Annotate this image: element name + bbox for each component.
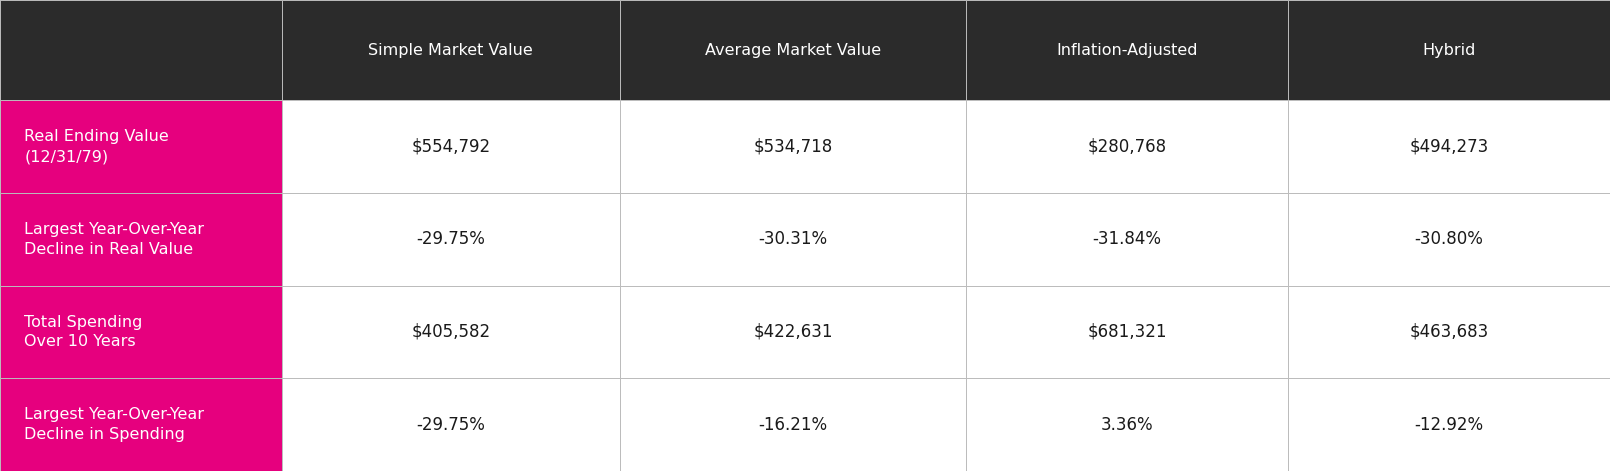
Bar: [966, 193, 1288, 285]
Text: $494,273: $494,273: [1409, 138, 1489, 155]
Text: Average Market Value: Average Market Value: [705, 43, 881, 57]
Text: Largest Year-Over-Year
Decline in Real Value: Largest Year-Over-Year Decline in Real V…: [24, 222, 204, 257]
Text: Simple Market Value: Simple Market Value: [369, 43, 533, 57]
Bar: [282, 378, 620, 471]
Bar: [966, 378, 1288, 471]
Bar: [966, 100, 1288, 193]
Bar: [282, 285, 620, 378]
Text: -30.31%: -30.31%: [758, 230, 828, 248]
Text: $534,718: $534,718: [753, 138, 832, 155]
Bar: [282, 0, 620, 100]
Text: Real Ending Value
(12/31/79): Real Ending Value (12/31/79): [24, 129, 169, 164]
Text: $422,631: $422,631: [753, 323, 832, 341]
Bar: [0, 193, 282, 285]
Bar: [0, 0, 282, 100]
Bar: [0, 100, 282, 193]
Text: Hybrid: Hybrid: [1422, 43, 1476, 57]
Text: $554,792: $554,792: [411, 138, 491, 155]
Bar: [282, 193, 620, 285]
Bar: [620, 100, 966, 193]
Bar: [966, 0, 1288, 100]
Text: $280,768: $280,768: [1087, 138, 1167, 155]
Bar: [0, 378, 282, 471]
Bar: [1288, 193, 1610, 285]
Text: -12.92%: -12.92%: [1415, 416, 1483, 434]
Bar: [1288, 285, 1610, 378]
Bar: [1288, 378, 1610, 471]
Text: $681,321: $681,321: [1087, 323, 1167, 341]
Bar: [1288, 0, 1610, 100]
Bar: [620, 0, 966, 100]
Text: -29.75%: -29.75%: [417, 416, 485, 434]
Text: -29.75%: -29.75%: [417, 230, 485, 248]
Text: $463,683: $463,683: [1409, 323, 1489, 341]
Text: $405,582: $405,582: [411, 323, 491, 341]
Text: Inflation-Adjusted: Inflation-Adjusted: [1056, 43, 1198, 57]
Bar: [966, 285, 1288, 378]
Bar: [282, 100, 620, 193]
Text: Total Spending
Over 10 Years: Total Spending Over 10 Years: [24, 315, 143, 349]
Text: -31.84%: -31.84%: [1093, 230, 1161, 248]
Bar: [620, 285, 966, 378]
Text: -30.80%: -30.80%: [1415, 230, 1483, 248]
Text: 3.36%: 3.36%: [1101, 416, 1153, 434]
Bar: [0, 285, 282, 378]
Text: Largest Year-Over-Year
Decline in Spending: Largest Year-Over-Year Decline in Spendi…: [24, 407, 204, 442]
Text: -16.21%: -16.21%: [758, 416, 828, 434]
Bar: [620, 193, 966, 285]
Bar: [620, 378, 966, 471]
Bar: [1288, 100, 1610, 193]
